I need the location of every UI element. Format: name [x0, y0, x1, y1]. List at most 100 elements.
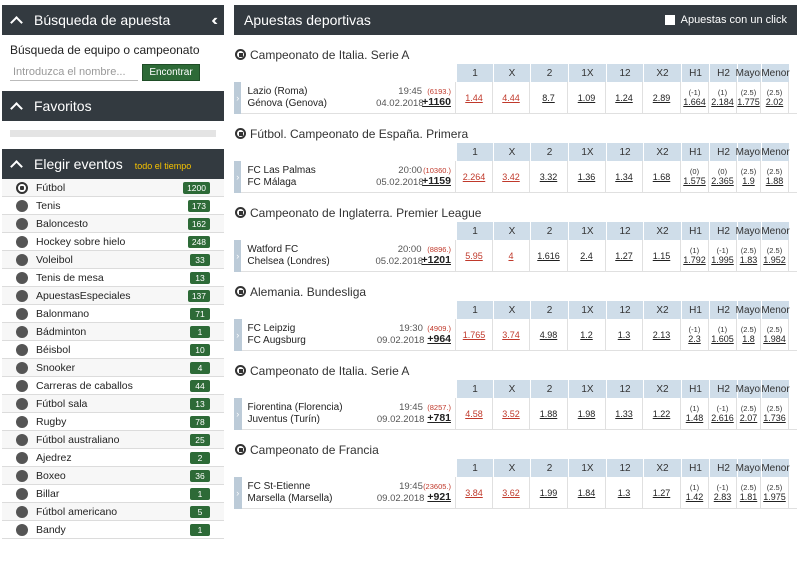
odds-value[interactable]: 2.365	[711, 176, 734, 186]
match-teams[interactable]: Fiorentina (Florencia) Juventus (Turín)	[248, 402, 377, 426]
odds-value[interactable]: 1.33	[615, 408, 633, 419]
odds-value[interactable]: 2.07	[739, 413, 758, 423]
sidebar-item-event[interactable]: Snooker 4	[2, 359, 224, 377]
odds-cell-mayor[interactable]: (2.5) 2.07	[737, 398, 761, 429]
odds-value[interactable]: 1.975	[763, 492, 786, 502]
odds-value[interactable]: 1.27	[615, 250, 633, 261]
one-click-checkbox[interactable]	[664, 15, 675, 25]
odds-value[interactable]: 1.09	[577, 92, 596, 103]
more-bets[interactable]: (6193.) +1160	[422, 87, 451, 108]
odds-cell[interactable]: 3.42	[493, 161, 530, 192]
sidebar-item-event[interactable]: Fútbol 1200	[2, 179, 224, 197]
odds-value[interactable]: 1.24	[615, 92, 633, 103]
odds-cell[interactable]: 4.58	[456, 398, 493, 429]
odds-value[interactable]: 1.88	[539, 408, 558, 419]
odds-cell-h2[interactable]: (-1) 1.995	[709, 240, 737, 271]
odds-value[interactable]: 5.95	[465, 250, 483, 261]
odds-value[interactable]: 3.52	[502, 408, 520, 419]
odds-value[interactable]: 3.42	[502, 171, 520, 182]
chevron-up-icon[interactable]	[10, 99, 24, 113]
more-bets-link[interactable]: +1201	[421, 254, 452, 266]
odds-cell-h1[interactable]: (1) 1.42	[681, 477, 709, 508]
match-teams[interactable]: FC St-Etienne Marsella (Marsella)	[248, 481, 377, 505]
odds-value[interactable]: 8.7	[542, 92, 555, 103]
chevron-up-icon[interactable]	[10, 13, 24, 27]
odds-value[interactable]: 3.62	[502, 487, 520, 498]
match-teams[interactable]: Lazio (Roma) Génova (Genova)	[247, 86, 376, 110]
odds-cell-h1[interactable]: (1) 1.48	[681, 398, 709, 429]
odds-value[interactable]: 1.616	[537, 250, 560, 261]
sidebar-item-event[interactable]: Baloncesto 162	[2, 215, 224, 233]
odds-value[interactable]: 1.984	[763, 334, 786, 344]
one-click-toggle[interactable]: Apuestas con un click	[664, 14, 787, 26]
sidebar-item-event[interactable]: Bandy 1	[2, 521, 224, 539]
sidebar-item-event[interactable]: Carreras de caballos 44	[2, 377, 224, 395]
collapse-sidebar-icon[interactable]: ‹‹	[211, 12, 217, 29]
odds-cell[interactable]: 2.13	[643, 319, 681, 350]
expand-arrow-icon[interactable]: ›	[234, 318, 242, 351]
more-bets-link[interactable]: +781	[427, 412, 451, 424]
odds-value[interactable]: 1.2	[580, 329, 593, 340]
sidebar-item-event[interactable]: Fútbol sala 13	[2, 395, 224, 413]
odds-value[interactable]: 1.765	[462, 329, 486, 340]
more-bets[interactable]: (10360.) +1159	[422, 166, 451, 187]
odds-value[interactable]: 1.34	[615, 171, 633, 182]
odds-cell[interactable]: 1.09	[568, 82, 606, 113]
more-bets-link[interactable]: +964	[427, 333, 451, 345]
odds-cell[interactable]: 3.52	[493, 398, 530, 429]
odds-cell[interactable]: 2.89	[643, 82, 681, 113]
odds-cell[interactable]: 4.44	[493, 82, 530, 113]
odds-cell[interactable]: 3.84	[456, 477, 493, 508]
sidebar-item-event[interactable]: Billar 1	[2, 485, 224, 503]
odds-value[interactable]: 1.88	[765, 176, 784, 186]
sidebar-item-event[interactable]: Bádminton 1	[2, 323, 224, 341]
odds-value[interactable]: 2.89	[652, 92, 671, 103]
odds-cell[interactable]: 1.24	[606, 82, 643, 113]
expand-arrow-icon[interactable]: ›	[234, 81, 242, 114]
expand-arrow-icon[interactable]: ›	[234, 160, 242, 193]
more-bets-link[interactable]: +1160	[422, 96, 451, 108]
odds-cell[interactable]: 1.3	[606, 319, 643, 350]
sidebar-item-event[interactable]: Tenis 173	[2, 197, 224, 215]
odds-value[interactable]: 3.84	[465, 487, 483, 498]
sidebar-item-event[interactable]: ApuestasEspeciales 137	[2, 287, 224, 305]
sidebar-item-event[interactable]: Ajedrez 2	[2, 449, 224, 467]
odds-cell[interactable]: 1.99	[530, 477, 568, 508]
odds-value[interactable]: 1.736	[763, 413, 786, 423]
match-teams[interactable]: FC Leipzig FC Augsburg	[248, 323, 377, 347]
sidebar-item-event[interactable]: Voleibol 33	[2, 251, 224, 269]
odds-value[interactable]: 3.74	[502, 329, 520, 340]
championship-title[interactable]: Campeonato de Italia. Serie A	[234, 47, 797, 62]
odds-value[interactable]: 1.952	[763, 255, 786, 265]
odds-cell[interactable]: 1.27	[643, 477, 681, 508]
odds-cell-h1[interactable]: (0) 1.575	[681, 161, 709, 192]
odds-value[interactable]: 2.02	[765, 97, 784, 107]
odds-value[interactable]: 2.13	[652, 329, 671, 340]
odds-value[interactable]: 1.22	[652, 408, 671, 419]
sidebar-item-event[interactable]: Rugby 78	[2, 413, 224, 431]
odds-value[interactable]: 1.83	[739, 255, 758, 265]
sidebar-item-event[interactable]: Hockey sobre hielo 248	[2, 233, 224, 251]
odds-cell-menor[interactable]: (2.5) 1.975	[761, 477, 789, 508]
odds-cell[interactable]: 1.98	[568, 398, 606, 429]
sidebar-item-event[interactable]: Balonmano 71	[2, 305, 224, 323]
odds-value[interactable]: 1.44	[465, 92, 483, 103]
more-bets[interactable]: (23605.) +921	[423, 482, 451, 503]
championship-title[interactable]: Campeonato de Inglaterra. Premier League	[234, 205, 797, 220]
odds-value[interactable]: 1.9	[742, 176, 755, 186]
odds-value[interactable]: 1.84	[577, 487, 596, 498]
odds-cell[interactable]: 1.15	[643, 240, 681, 271]
odds-cell[interactable]: 2.264	[456, 161, 493, 192]
odds-value[interactable]: 1.3	[617, 487, 631, 498]
championship-title[interactable]: Alemania. Bundesliga	[234, 284, 797, 299]
match-teams[interactable]: Watford FC Chelsea (Londres)	[247, 244, 375, 268]
odds-cell-menor[interactable]: (2.5) 1.736	[761, 398, 789, 429]
odds-value[interactable]: 1.8	[742, 334, 755, 344]
odds-value[interactable]: 1.15	[652, 250, 671, 261]
championship-title[interactable]: Campeonato de Francia	[234, 442, 797, 457]
events-panel-header[interactable]: Elegir eventos todo el tiempo	[2, 149, 224, 179]
odds-cell-h2[interactable]: (1) 2.184	[709, 82, 737, 113]
odds-cell-h2[interactable]: (-1) 2.83	[709, 477, 737, 508]
odds-cell[interactable]: 4.98	[530, 319, 568, 350]
sidebar-item-event[interactable]: Boxeo 36	[2, 467, 224, 485]
